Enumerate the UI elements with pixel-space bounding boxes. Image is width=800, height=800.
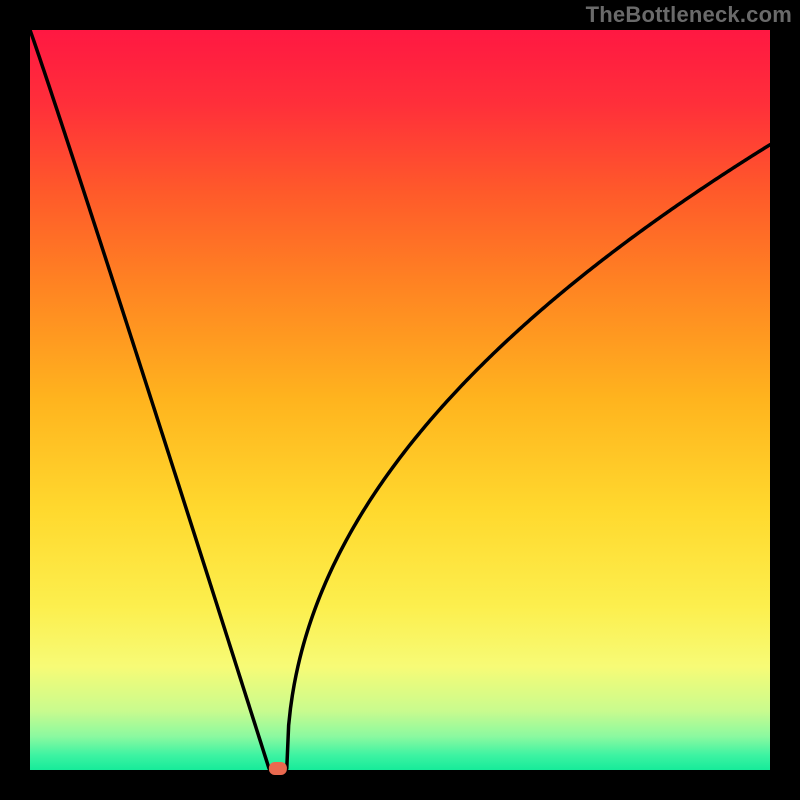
optimal-point-marker	[269, 762, 287, 775]
chart-gradient-bg	[30, 30, 770, 770]
chart-root: TheBottleneck.com	[0, 0, 800, 800]
watermark-text: TheBottleneck.com	[586, 2, 792, 28]
chart-svg	[0, 0, 800, 800]
